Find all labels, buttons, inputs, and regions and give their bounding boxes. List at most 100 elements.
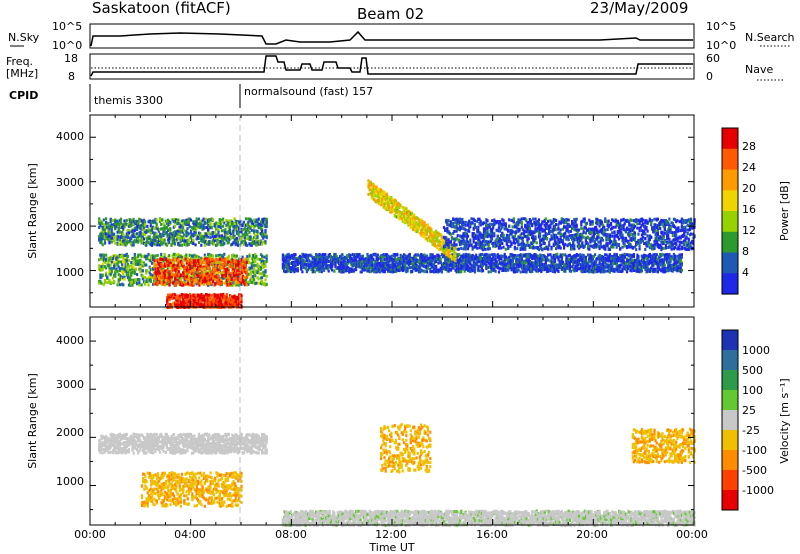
heatmap-cell <box>475 253 478 257</box>
heatmap-cell <box>173 220 176 224</box>
heatmap-cell <box>396 261 399 265</box>
heatmap-cell <box>476 256 479 260</box>
heatmap-cell <box>210 253 213 257</box>
heatmap-cell <box>122 228 125 232</box>
heatmap-cell <box>281 265 284 269</box>
heatmap-cell <box>107 225 110 229</box>
heatmap-cell <box>214 282 217 286</box>
heatmap-cell <box>232 295 235 299</box>
heatmap-cell <box>189 235 193 239</box>
heatmap-cell <box>141 240 144 244</box>
heatmap-cell <box>387 261 390 265</box>
heatmap-cell <box>100 256 103 260</box>
heatmap-cell <box>392 254 395 258</box>
heatmap-cell <box>231 257 234 261</box>
heatmap-cell <box>114 254 117 258</box>
heatmap-cell <box>144 220 147 224</box>
heatmap-cell <box>366 255 369 259</box>
heatmap-cell <box>312 263 315 267</box>
heatmap-cell <box>516 260 519 264</box>
heatmap-cell <box>248 230 251 234</box>
heatmap-cell <box>174 293 177 297</box>
heatmap-cell <box>185 293 188 297</box>
heatmap-cell <box>395 268 398 272</box>
heatmap-cell <box>503 260 506 264</box>
heatmap-cell <box>227 301 230 305</box>
heatmap-cell <box>214 265 217 269</box>
heatmap-cell <box>515 262 518 266</box>
heatmap-cell <box>376 261 379 265</box>
heatmap-cell <box>186 282 189 286</box>
heatmap-cell <box>188 236 191 240</box>
heatmap-cell <box>234 238 237 242</box>
heatmap-cell <box>189 218 193 222</box>
heatmap-cell <box>371 265 374 269</box>
heatmap-cell <box>235 260 238 264</box>
heatmap-cell <box>197 222 201 226</box>
heatmap-cell <box>510 268 513 272</box>
heatmap-cell <box>134 219 137 223</box>
heatmap-cell <box>234 303 237 306</box>
heatmap-cell <box>182 273 185 277</box>
heatmap-cell <box>292 256 295 260</box>
heatmap-cell <box>131 270 134 274</box>
heatmap-cell <box>301 262 304 266</box>
heatmap-cell <box>528 264 531 268</box>
heatmap-cell <box>443 262 446 265</box>
heatmap-cell <box>156 253 159 257</box>
heatmap-cell <box>329 259 333 263</box>
heatmap-cell <box>116 230 119 234</box>
heatmap-cell <box>251 241 254 244</box>
heatmap-cell <box>505 258 509 262</box>
heatmap-cell <box>239 275 242 279</box>
heatmap-cell <box>132 220 135 224</box>
heatmap-cell <box>376 267 379 271</box>
heatmap-cell <box>200 243 203 247</box>
heatmap-cell <box>170 243 173 247</box>
heatmap-cell <box>287 269 290 273</box>
heatmap-cell <box>185 300 188 304</box>
heatmap-cell <box>222 265 225 269</box>
heatmap-cell <box>374 260 377 264</box>
heatmap-cell <box>251 260 254 263</box>
heatmap-cell <box>325 260 328 264</box>
heatmap-cell <box>531 264 534 268</box>
heatmap-cell <box>141 226 144 230</box>
heatmap-cell <box>230 258 233 262</box>
heatmap-cell <box>529 262 533 266</box>
heatmap-cell <box>247 226 250 230</box>
heatmap-cell <box>423 253 426 257</box>
heatmap-cell <box>243 282 246 286</box>
heatmap-cell <box>145 263 148 267</box>
heatmap-cell <box>494 254 497 258</box>
heatmap-cell <box>113 232 116 236</box>
heatmap-cell <box>189 283 192 287</box>
heatmap-cell <box>154 277 157 281</box>
heatmap-cell <box>250 281 253 284</box>
heatmap-cell <box>525 270 528 274</box>
heatmap-cell <box>139 224 142 228</box>
heatmap-cell <box>355 268 358 272</box>
heatmap-cell <box>178 276 181 280</box>
heatmap-cell <box>212 237 215 241</box>
heatmap-cell <box>189 259 192 263</box>
heatmap-cell <box>234 298 237 302</box>
heatmap-cell <box>118 238 121 242</box>
heatmap-cell <box>167 263 170 267</box>
heatmap-cell <box>302 265 305 269</box>
heatmap-cell <box>139 260 142 264</box>
heatmap-cell <box>371 256 374 260</box>
heatmap-cell <box>101 262 104 266</box>
heatmap-cell <box>214 300 217 304</box>
heatmap-cell <box>173 224 176 228</box>
heatmap-cell <box>247 260 250 264</box>
heatmap-cell <box>136 238 139 242</box>
heatmap-cell <box>222 242 225 246</box>
heatmap-cell <box>127 278 131 282</box>
heatmap-cell <box>183 293 186 297</box>
heatmap-cell <box>532 266 535 270</box>
heatmap-cell <box>191 283 194 287</box>
heatmap-cell <box>455 260 458 264</box>
heatmap-cell <box>400 260 403 264</box>
heatmap-cell <box>223 241 226 245</box>
